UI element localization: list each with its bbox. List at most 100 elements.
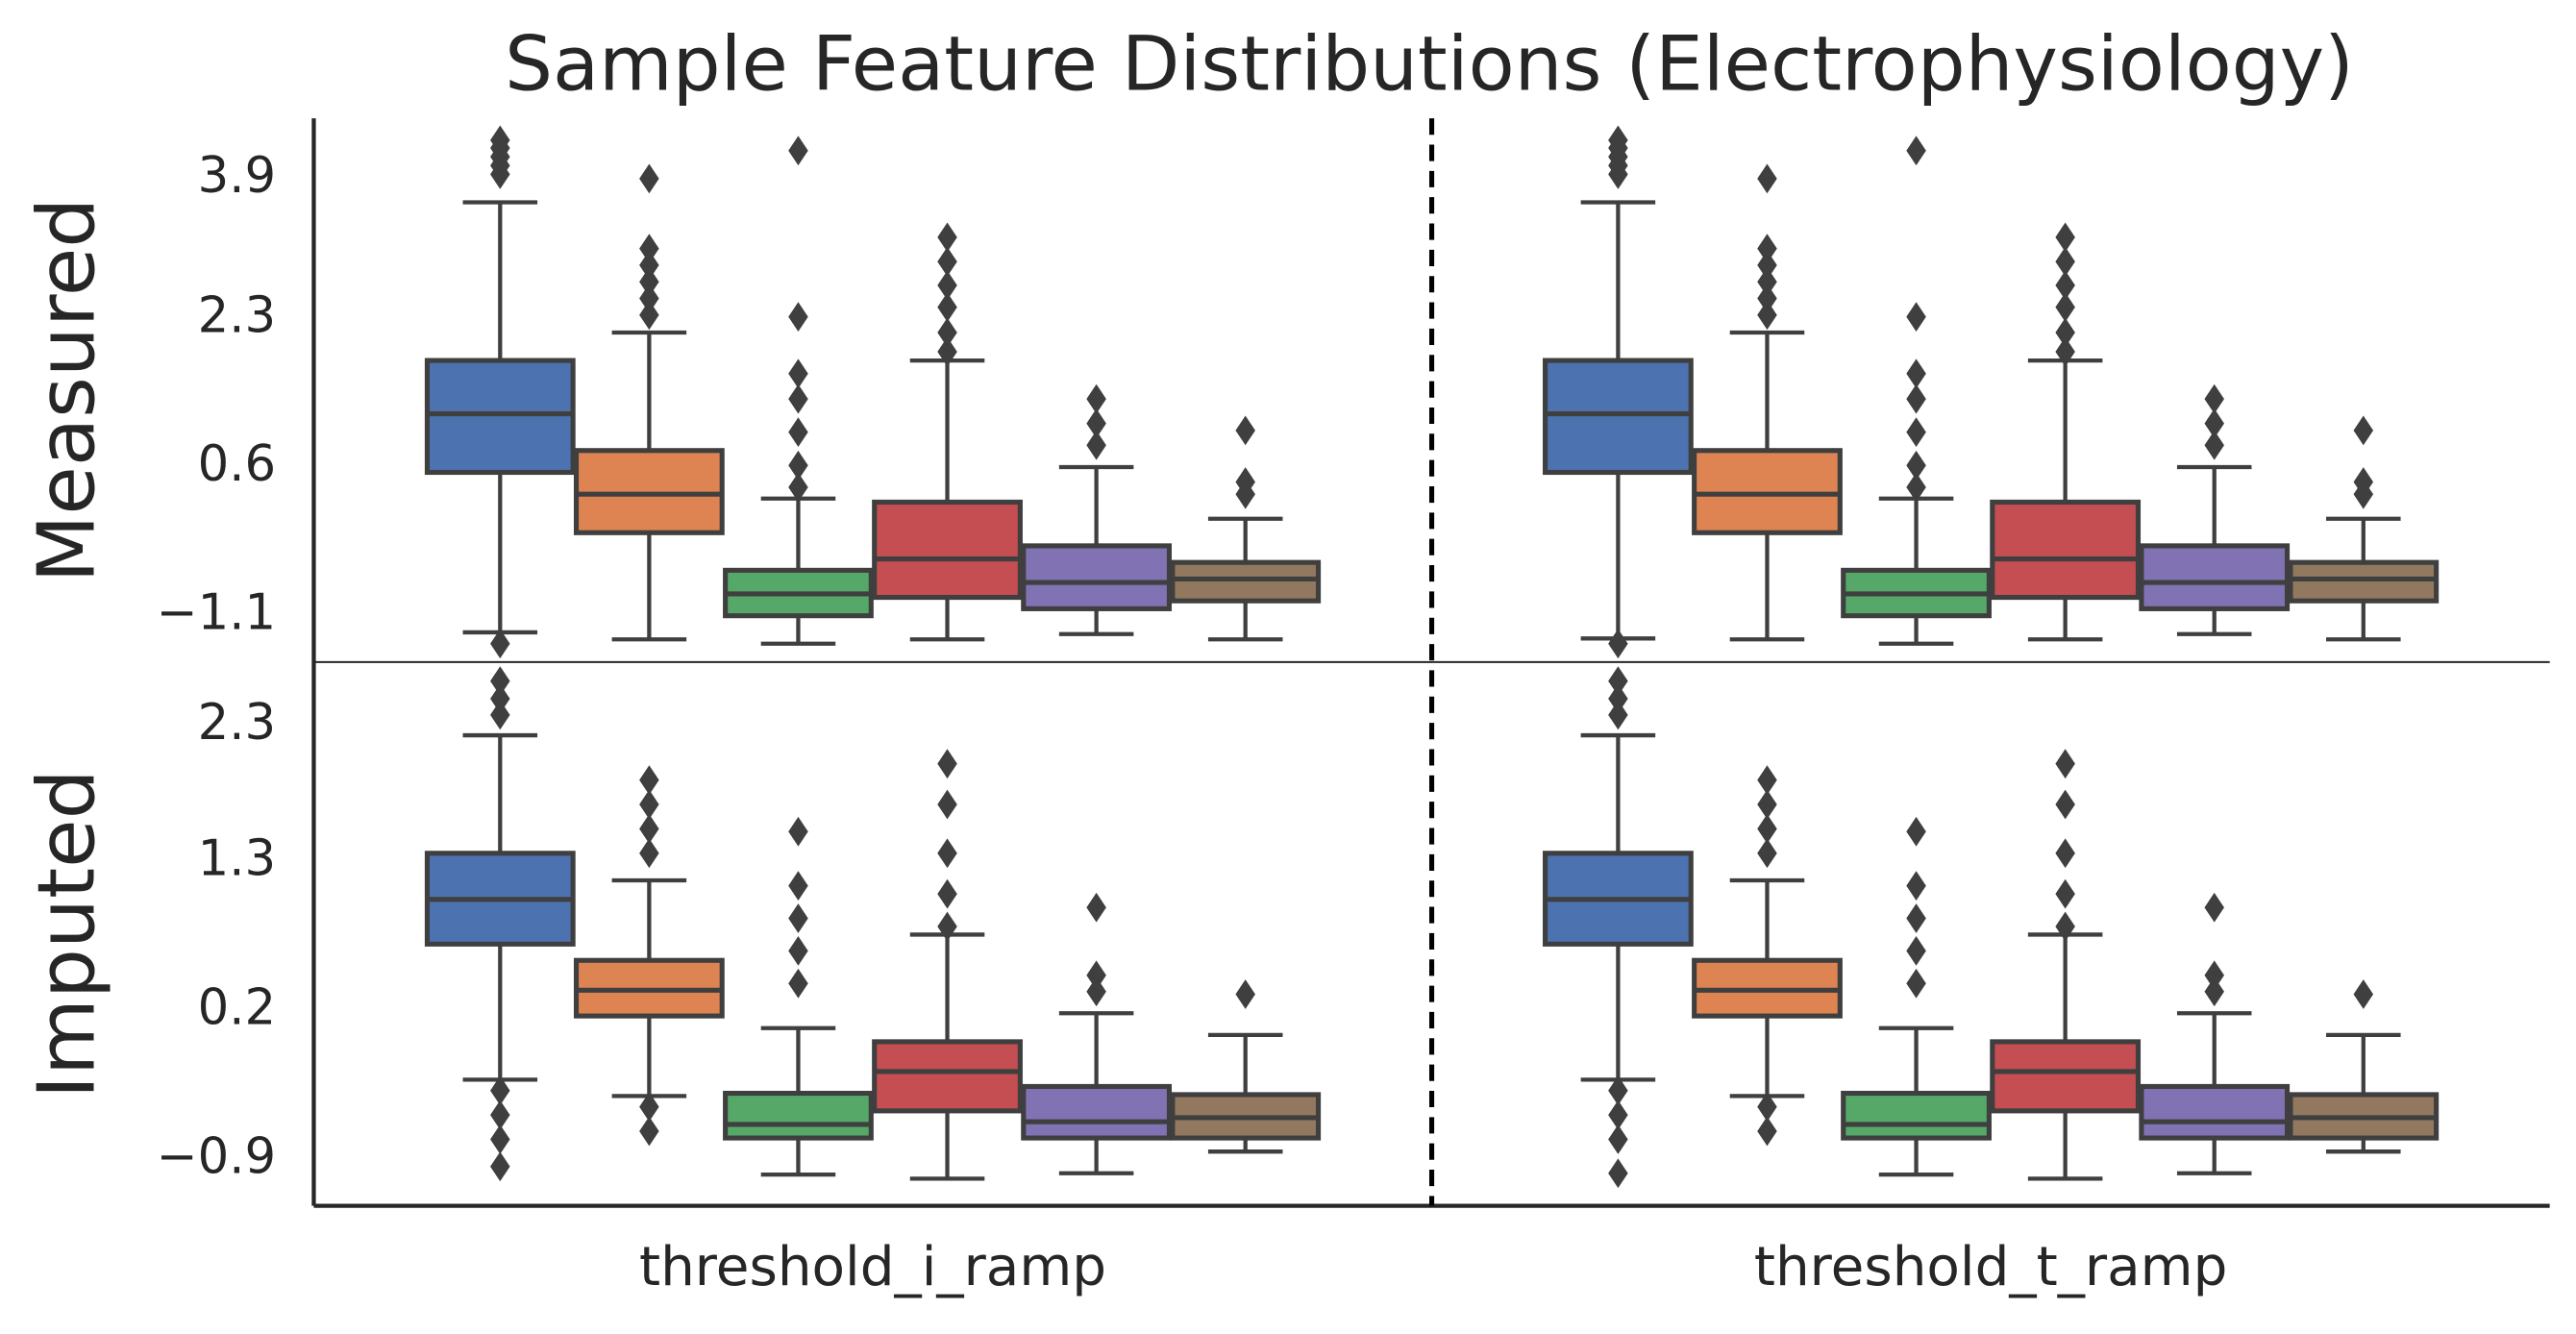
outlier: [1235, 979, 1255, 1009]
outlier: [1608, 700, 1628, 730]
outlier: [937, 222, 957, 253]
box: [1990, 499, 2142, 601]
outlier: [1757, 284, 1777, 313]
outlier: [1906, 302, 1926, 332]
box: [424, 358, 576, 476]
y-tick-label: 2.3: [198, 286, 277, 344]
y-tick-label: 1.3: [198, 829, 277, 887]
outlier: [2055, 749, 2075, 779]
outlier: [1757, 814, 1777, 844]
outlier: [1906, 383, 1926, 414]
outlier: [1757, 250, 1777, 281]
outlier: [1906, 472, 1926, 503]
outlier: [1757, 300, 1777, 331]
box: [872, 1039, 1023, 1114]
outlier: [1906, 136, 1926, 166]
outlier: [2353, 979, 2374, 1009]
y-tick-label: 0.6: [198, 435, 277, 493]
outlier: [1906, 871, 1926, 902]
outlier: [2055, 789, 2075, 820]
outlier: [1086, 892, 1106, 923]
outlier: [1086, 976, 1106, 1007]
outlier: [1906, 450, 1926, 481]
outlier: [788, 136, 808, 166]
outlier: [1757, 789, 1777, 820]
outlier: [1757, 765, 1777, 795]
outlier: [1757, 838, 1777, 869]
outlier: [490, 666, 510, 697]
outlier: [788, 968, 808, 999]
outlier: [1235, 415, 1255, 446]
outlier: [2204, 960, 2224, 991]
box: [1990, 1039, 2142, 1114]
outlier: [788, 816, 808, 847]
box: [723, 1090, 874, 1141]
outlier: [1235, 479, 1255, 509]
box: [1021, 1083, 1173, 1141]
outlier: [639, 1092, 659, 1123]
box: [2139, 543, 2291, 611]
y-tick-label: −0.9: [157, 1128, 276, 1186]
outlier: [2055, 838, 2075, 869]
x-tick-label: threshold_i_ramp: [639, 1236, 1106, 1298]
outlier: [2353, 415, 2374, 446]
outlier: [490, 159, 510, 189]
outlier: [490, 1151, 510, 1182]
outlier: [1608, 1099, 1628, 1130]
outlier: [788, 450, 808, 481]
box: [1170, 559, 1322, 604]
outlier: [1757, 163, 1777, 194]
outlier: [1608, 1158, 1628, 1189]
outlier: [937, 838, 957, 869]
outlier: [2204, 892, 2224, 923]
outlier: [490, 629, 510, 659]
y-axis-label: Imputed: [22, 769, 113, 1099]
x-tick-label: threshold_t_ramp: [1754, 1236, 2228, 1298]
outlier: [639, 266, 659, 297]
outlier: [1086, 383, 1106, 414]
outlier: [490, 1124, 510, 1154]
outlier: [788, 472, 808, 503]
outlier: [2055, 292, 2075, 322]
outlier: [639, 765, 659, 795]
outlier: [639, 284, 659, 313]
outlier: [1757, 1092, 1777, 1123]
outlier: [788, 417, 808, 448]
outlier: [937, 292, 957, 322]
box: [872, 499, 1023, 601]
outlier: [1608, 629, 1628, 659]
outlier: [1906, 816, 1926, 847]
box: [1841, 1090, 1992, 1141]
outlier: [639, 789, 659, 820]
outlier: [937, 878, 957, 909]
outlier: [2204, 430, 2224, 460]
outlier: [937, 317, 957, 348]
outlier: [1757, 234, 1777, 264]
box: [573, 448, 725, 535]
outlier: [2204, 976, 2224, 1007]
outlier: [788, 383, 808, 414]
outlier: [937, 270, 957, 301]
outlier: [2204, 383, 2224, 414]
box: [1692, 448, 1843, 535]
outlier: [788, 935, 808, 966]
outlier: [1608, 159, 1628, 189]
outlier: [490, 1099, 510, 1130]
outlier: [788, 903, 808, 933]
outlier: [490, 700, 510, 730]
outlier: [1608, 683, 1628, 714]
outlier: [788, 871, 808, 902]
outlier: [1906, 903, 1926, 933]
outlier: [639, 814, 659, 844]
outlier: [1757, 1116, 1777, 1147]
outlier: [639, 1116, 659, 1147]
outlier: [639, 163, 659, 194]
outlier: [639, 838, 659, 869]
box: [2288, 559, 2440, 604]
outlier: [639, 250, 659, 281]
outlier: [490, 683, 510, 714]
outlier: [1906, 358, 1926, 389]
outlier: [1086, 430, 1106, 460]
outlier: [639, 234, 659, 264]
